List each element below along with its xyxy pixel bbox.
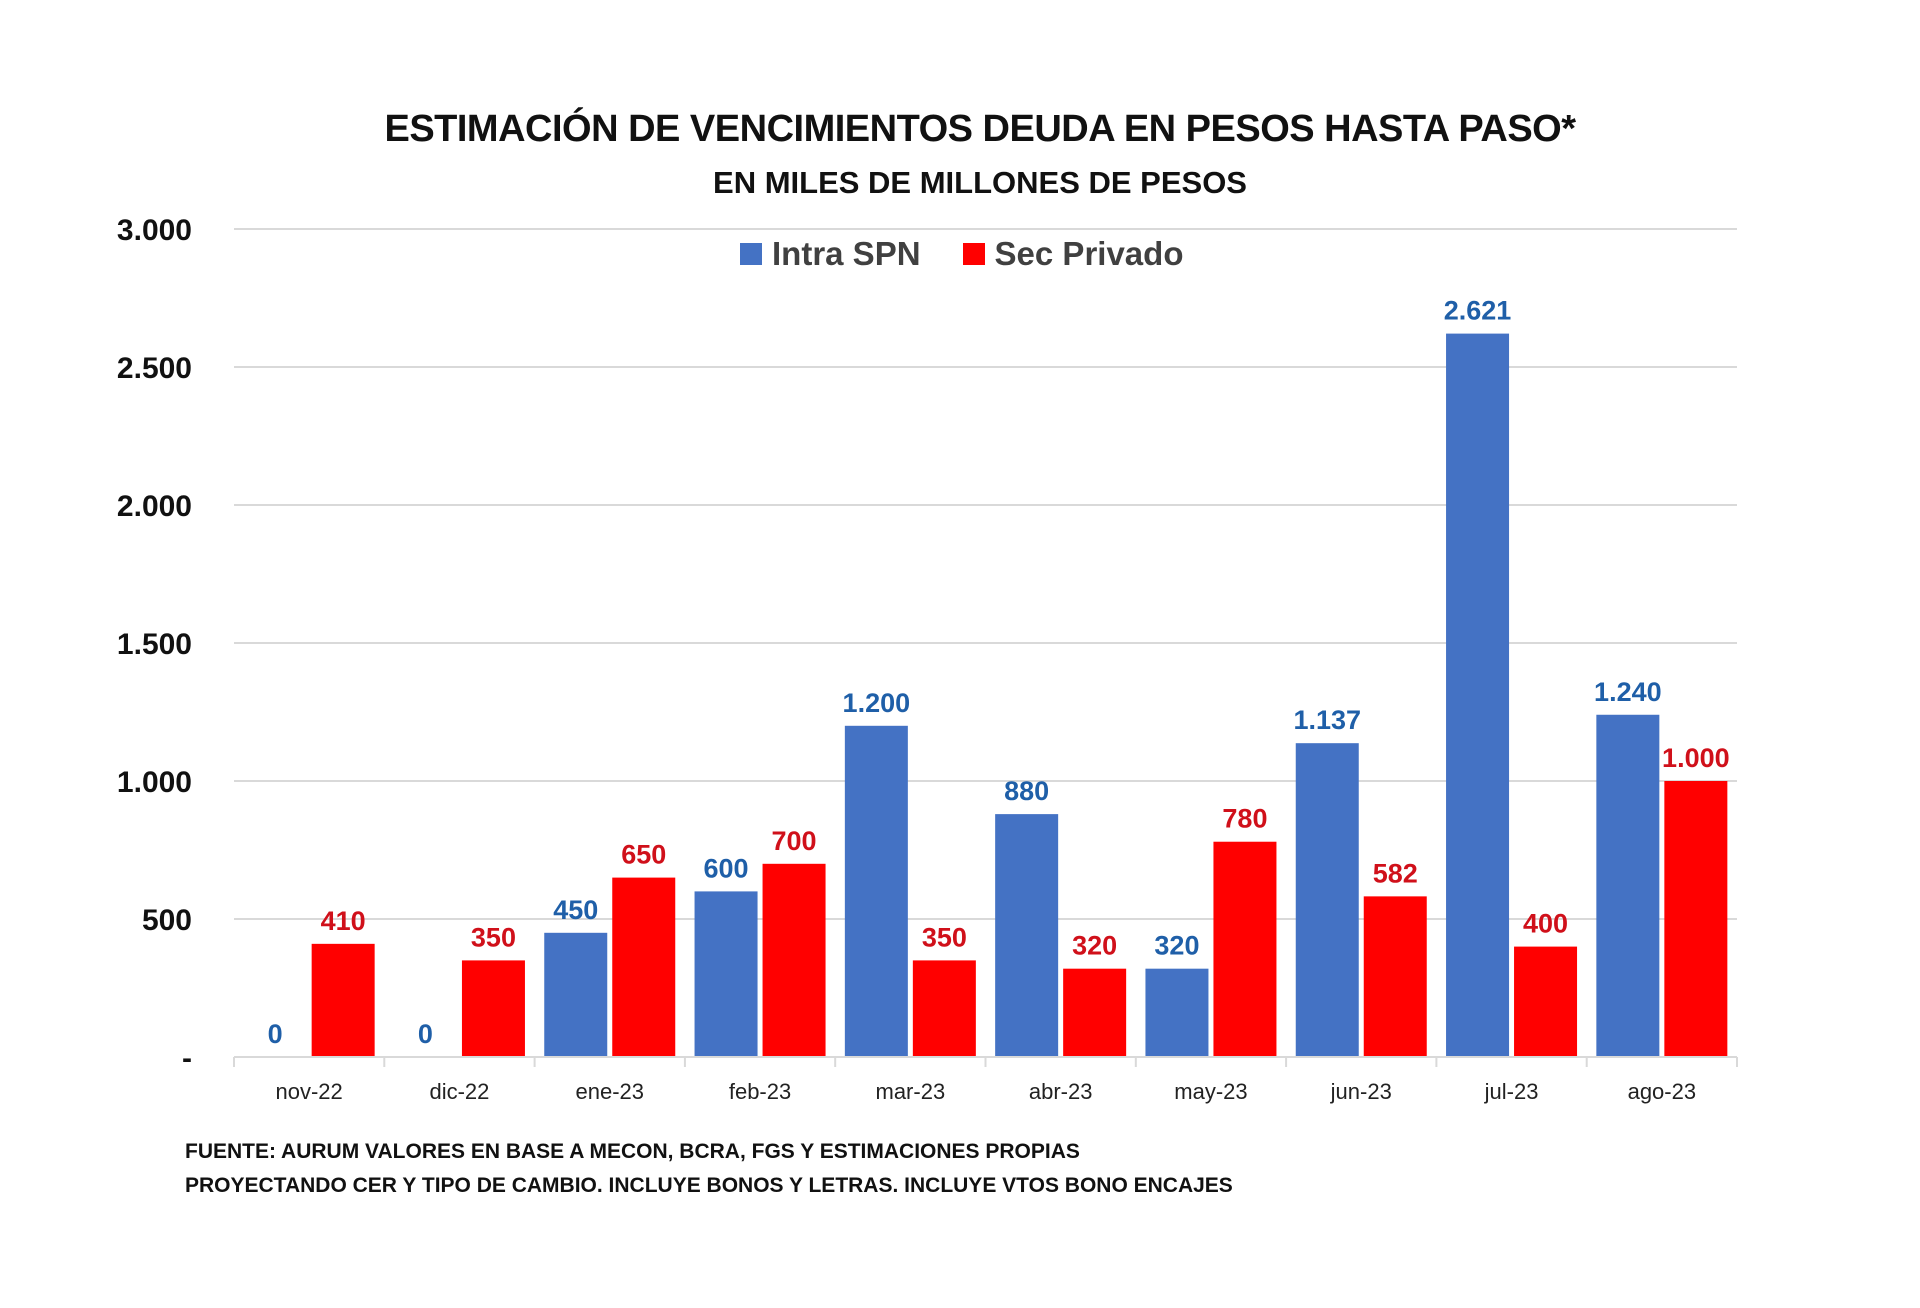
y-tick-label: - xyxy=(182,1042,192,1075)
data-label-intra-spn: 1.200 xyxy=(843,688,911,718)
bar-intra-spn xyxy=(995,814,1059,1057)
legend-item-intra-spn: Intra SPN xyxy=(740,235,921,273)
data-label-intra-spn: 0 xyxy=(268,1019,283,1049)
y-tick-label: 2.000 xyxy=(117,490,192,523)
bar-intra-spn xyxy=(694,891,758,1057)
y-tick-label: 1.500 xyxy=(117,628,192,661)
bar-sec-privado xyxy=(1514,946,1578,1057)
legend-item-sec-privado: Sec Privado xyxy=(962,235,1184,273)
data-labels: 0 410 0 350 450 650 600 700 1.200 350 880 320 320 780… xyxy=(268,296,1730,1049)
chart-title: ESTIMACIÓN DE VENCIMIENTOS DEUDA EN PESO… xyxy=(384,108,1576,150)
bar-sec-privado xyxy=(1063,968,1127,1057)
x-tick-label: nov-22 xyxy=(276,1079,343,1104)
x-tick-label: jul-23 xyxy=(1484,1079,1539,1104)
legend-swatch-sec-privado xyxy=(962,243,985,265)
y-tick-label: 500 xyxy=(142,904,192,937)
data-label-sec-privado: 650 xyxy=(621,840,666,870)
data-label-intra-spn: 880 xyxy=(1004,776,1049,806)
x-tick-label: ago-23 xyxy=(1628,1079,1697,1104)
bar-intra-spn xyxy=(1145,968,1209,1057)
data-label-sec-privado: 350 xyxy=(922,922,967,952)
data-label-sec-privado: 400 xyxy=(1523,909,1568,939)
legend: Intra SPN Sec Privado xyxy=(740,234,1225,274)
bar-chart: - 500 1.000 1.500 2.000 2.500 3.000 0 410 0 350 45… xyxy=(117,214,1738,1104)
legend-swatch-intra-spn xyxy=(740,243,762,265)
gridlines xyxy=(234,228,1737,920)
data-label-intra-spn: 2.621 xyxy=(1444,296,1512,326)
y-tick-label: 2.500 xyxy=(117,352,192,385)
data-label-intra-spn: 1.137 xyxy=(1293,705,1361,735)
bar-sec-privado xyxy=(461,960,525,1057)
bar-sec-privado xyxy=(1664,781,1728,1057)
data-label-sec-privado: 1.000 xyxy=(1662,743,1730,773)
bar-sec-privado xyxy=(912,960,976,1057)
data-label-intra-spn: 320 xyxy=(1154,931,1199,961)
bar-sec-privado xyxy=(612,877,676,1057)
bar-intra-spn xyxy=(1596,714,1660,1057)
footnote-notes: PROYECTANDO CER Y TIPO DE CAMBIO. INCLUY… xyxy=(185,1174,1233,1197)
bar-intra-spn xyxy=(1295,743,1359,1057)
x-tick-label: may-23 xyxy=(1174,1079,1247,1104)
chart-subtitle: EN MILES DE MILLONES DE PESOS xyxy=(713,165,1247,200)
bar-intra-spn xyxy=(844,725,908,1057)
y-axis: - 500 1.000 1.500 2.000 2.500 3.000 xyxy=(117,214,192,1075)
x-tick-label: jun-23 xyxy=(1330,1079,1392,1104)
x-tick-label: feb-23 xyxy=(729,1079,791,1104)
y-tick-label: 3.000 xyxy=(117,214,192,247)
y-tick-label: 1.000 xyxy=(117,766,192,799)
x-tick-label: abr-23 xyxy=(1029,1079,1093,1104)
data-label-intra-spn: 450 xyxy=(553,895,598,925)
bar-sec-privado xyxy=(762,863,826,1057)
data-label-sec-privado: 582 xyxy=(1373,858,1418,888)
data-label-sec-privado: 350 xyxy=(471,922,516,952)
legend-label-intra-spn: Intra SPN xyxy=(772,235,921,272)
legend-label-sec-privado: Sec Privado xyxy=(994,235,1184,272)
x-tick-label: dic-22 xyxy=(429,1079,489,1104)
bar-sec-privado xyxy=(1363,896,1427,1057)
data-label-sec-privado: 700 xyxy=(772,826,817,856)
data-label-intra-spn: 600 xyxy=(704,853,749,883)
x-axis: nov-22 dic-22 ene-23 feb-23 mar-23 abr-23 may-… xyxy=(233,1056,1738,1104)
x-tick-label: ene-23 xyxy=(575,1079,644,1104)
data-label-intra-spn: 1.240 xyxy=(1594,677,1662,707)
bar-intra-spn xyxy=(1446,333,1510,1057)
bar-sec-privado xyxy=(311,943,375,1057)
data-label-sec-privado: 780 xyxy=(1222,804,1267,834)
bar-intra-spn xyxy=(544,932,608,1057)
bar-sec-privado xyxy=(1213,841,1277,1057)
data-label-sec-privado: 410 xyxy=(321,906,366,936)
data-label-intra-spn: 0 xyxy=(418,1019,433,1049)
x-tick-label: mar-23 xyxy=(876,1079,946,1104)
footnote-source: FUENTE: AURUM VALORES EN BASE A MECON, B… xyxy=(185,1140,1080,1163)
data-label-sec-privado: 320 xyxy=(1072,931,1117,961)
bars xyxy=(311,333,1728,1057)
